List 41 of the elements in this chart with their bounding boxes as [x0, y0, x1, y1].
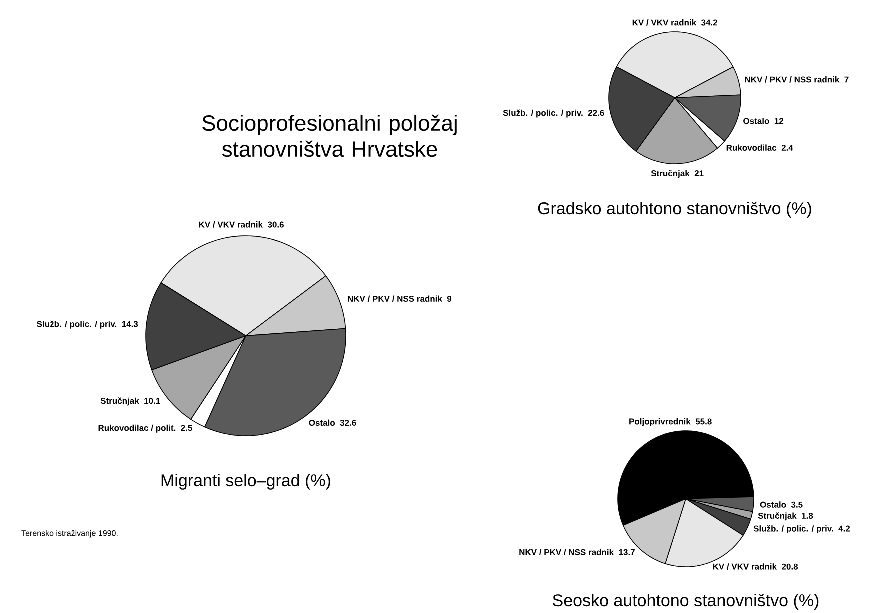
slice-label: NKV / PKV / NSS radnik	[520, 549, 614, 556]
data-label: 4.2	[838, 526, 850, 532]
data-label: 12	[774, 118, 784, 124]
text: Migranti selo–grad (%)	[162, 474, 330, 490]
text: Gradsko autohtono stanovništvo (%)	[538, 202, 812, 218]
text: Terensko istraživanje 1990.	[22, 530, 118, 538]
slice-label: Služb. / polic. / priv.	[37, 320, 117, 329]
slice-label: Stručnjak	[651, 170, 690, 178]
slice-label: KV / VKV radnik	[632, 19, 697, 26]
data-label: 55.8	[696, 418, 712, 425]
slice-label: NKV / PKV / NSS radnik	[745, 76, 840, 83]
slice-label: Služb. / polic. / priv.	[754, 525, 834, 534]
data-label: 13.7	[619, 549, 635, 556]
data-label: 9	[447, 296, 452, 302]
text: Seosko autohtono stanovništvo (%)	[553, 594, 819, 610]
text: Socioprofesionalni položaj stanovništva Hrvatske	[202, 114, 457, 157]
slice-label: Rukovodilac	[726, 144, 777, 151]
slice-label: Stručnjak	[100, 397, 140, 406]
slice-label: Stručnjak	[758, 512, 797, 521]
data-label: 10.1	[144, 398, 160, 404]
data-label: 2.5	[181, 425, 192, 432]
slice-label: Rukovodilac / polit.	[98, 424, 176, 433]
slice-label: KV / VKV radnik	[713, 563, 778, 570]
data-label: 3.5	[791, 502, 803, 508]
data-label: 2.4	[782, 144, 794, 151]
slice-label: Služb. / polic. / priv.	[503, 110, 583, 118]
data-label: 32.6	[340, 420, 356, 426]
data-label: 21	[694, 170, 704, 176]
slice-label: Ostalo	[760, 502, 786, 508]
slice-label: KV / VKV radnik	[199, 221, 264, 228]
data-label: 30.6	[268, 222, 284, 228]
data-label: 20.8	[782, 564, 798, 570]
slice-label: NKV / PKV / NSS radnik	[348, 296, 442, 302]
data-label: 34.2	[701, 20, 718, 26]
slice-label: Poljoprivrednik	[630, 418, 691, 426]
data-label: 1.8	[802, 512, 814, 519]
slice-label: Ostalo	[309, 420, 336, 426]
data-label: 14.3	[122, 321, 138, 328]
data-label: 7	[844, 76, 849, 83]
slice-label: Ostalo	[744, 118, 770, 124]
data-label: 22.6	[588, 110, 604, 116]
